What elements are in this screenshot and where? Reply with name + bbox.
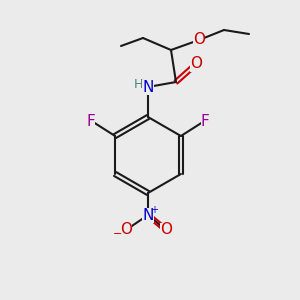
Text: F: F xyxy=(87,115,95,130)
Text: N: N xyxy=(142,208,154,223)
Text: −: − xyxy=(113,229,123,239)
Text: F: F xyxy=(200,115,209,130)
Text: +: + xyxy=(150,205,158,215)
Text: O: O xyxy=(190,56,202,71)
Text: N: N xyxy=(142,80,154,94)
Text: O: O xyxy=(160,223,172,238)
Text: O: O xyxy=(120,223,132,238)
Text: O: O xyxy=(193,32,205,47)
Text: H: H xyxy=(133,77,143,91)
